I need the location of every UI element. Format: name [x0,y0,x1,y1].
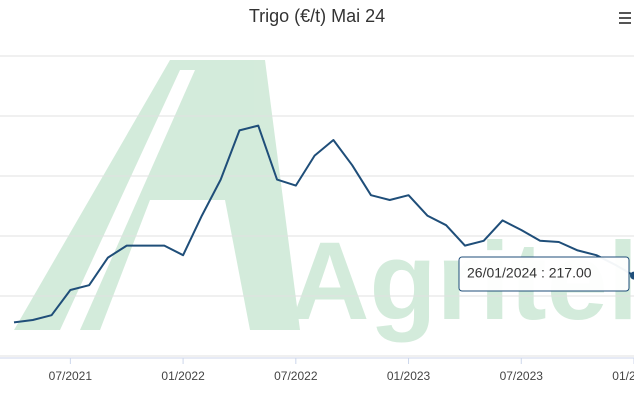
menu-bar[interactable] [619,12,631,14]
x-tick-label: 01/2023 [387,369,431,383]
hover-point [630,271,634,280]
menu-bar[interactable] [619,22,631,24]
logo-stripe [60,70,195,330]
x-tick-label: 01/2022 [161,369,205,383]
menu-bar[interactable] [619,17,631,19]
tooltip: 26/01/2024 : 217.00 [458,256,630,292]
x-tick-label: 07/2022 [274,369,318,383]
x-tick-label: 07/2023 [500,369,544,383]
data-line [13,124,634,324]
watermark-logo: Agritel [14,60,634,343]
x-tick-label: 07/2021 [49,369,93,383]
chart-title: Trigo (€/t) Mai 24 [249,6,385,26]
tooltip-text: 26/01/2024 : 217.00 [467,265,592,281]
x-tick-label: 01/2024 [612,369,634,383]
menu-icon[interactable] [619,12,631,24]
tooltip-box [458,256,630,292]
logo-shape [14,60,300,330]
